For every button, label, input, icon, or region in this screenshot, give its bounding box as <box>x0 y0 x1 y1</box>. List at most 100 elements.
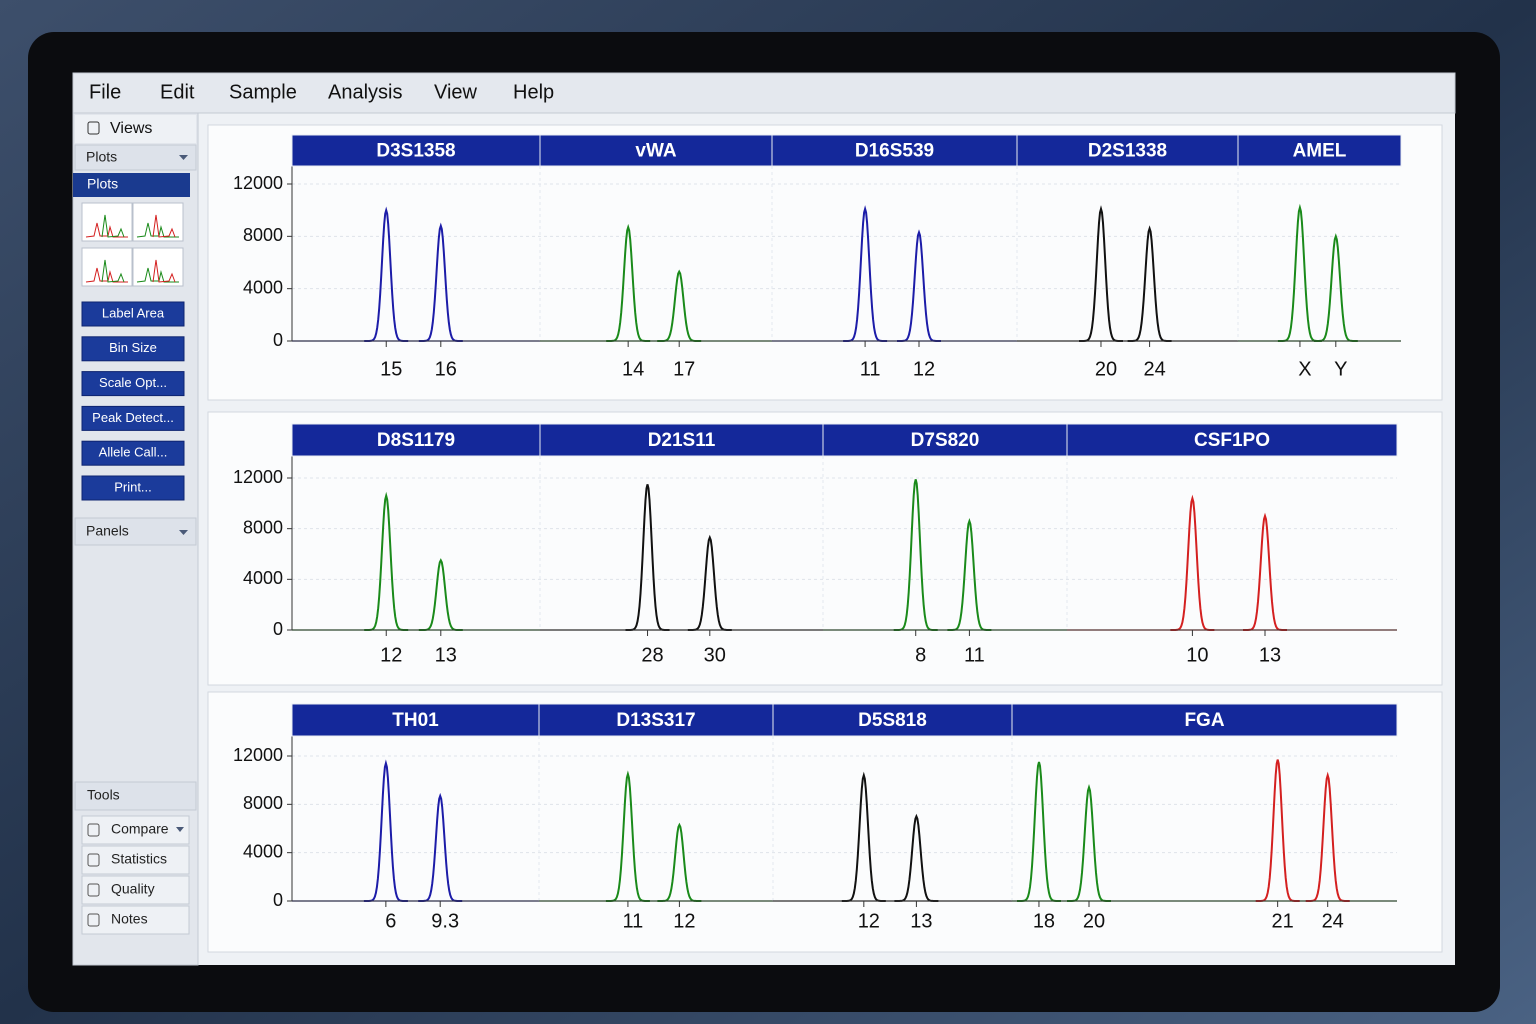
sidebar-button[interactable] <box>81 301 185 327</box>
thumbnail-trace <box>85 222 128 238</box>
y-tick-label: 12000 <box>233 173 283 193</box>
y-tick-label: 0 <box>273 619 283 639</box>
allele-label: 15 <box>380 358 402 380</box>
tool-icon <box>87 823 100 837</box>
locus-name: D7S820 <box>911 430 980 451</box>
allele-label: 16 <box>435 358 457 380</box>
locus-header <box>1066 423 1398 457</box>
panels-label[interactable]: Panels <box>86 523 129 539</box>
tool-item[interactable] <box>81 845 190 875</box>
tool-icon <box>87 853 100 867</box>
tool-label[interactable]: Compare <box>111 821 169 837</box>
sidebar-button[interactable] <box>81 336 185 362</box>
views-icon <box>87 121 100 135</box>
allele-label: 21 <box>1272 910 1294 932</box>
menu-item[interactable]: Edit <box>160 81 195 103</box>
allele-label: 12 <box>380 644 402 666</box>
views-label[interactable]: Views <box>110 120 152 137</box>
y-tick-label: 0 <box>273 890 283 910</box>
allele-label: 24 <box>1322 910 1344 932</box>
sidebar-button[interactable] <box>81 371 185 397</box>
allele-label: 10 <box>1186 644 1208 666</box>
sidebar-button[interactable] <box>81 440 185 466</box>
views-row <box>75 115 196 143</box>
tool-item[interactable] <box>81 905 190 935</box>
sidebar-button-label[interactable]: Peak Detect... <box>92 410 174 425</box>
menu-item[interactable]: Help <box>513 81 554 103</box>
allele-label: 14 <box>622 358 644 380</box>
tool-item[interactable] <box>81 815 190 845</box>
thumbnail-trace <box>101 259 125 283</box>
plot-thumbnail[interactable] <box>132 202 184 242</box>
tools-header <box>74 781 197 811</box>
plot-thumbnail[interactable] <box>81 202 133 242</box>
tool-icon <box>87 913 100 927</box>
thumbnail-trace <box>136 222 179 238</box>
sidebar-button-label[interactable]: Print... <box>114 479 152 494</box>
plots-selected[interactable] <box>73 173 190 197</box>
allele-label: 11 <box>964 644 985 666</box>
y-tick-label: 8000 <box>243 793 283 813</box>
locus-name: CSF1PO <box>1194 430 1270 451</box>
sidebar-button[interactable] <box>81 475 185 501</box>
locus-header <box>538 703 774 737</box>
y-tick-label: 4000 <box>243 277 283 297</box>
allele-label: 6 <box>385 910 396 932</box>
menu-item[interactable]: Analysis <box>328 81 402 103</box>
y-tick-label: 8000 <box>243 225 283 245</box>
sidebar-button-label[interactable]: Label Area <box>102 305 165 320</box>
tools-title: Tools <box>87 787 120 803</box>
thumbnail-trace <box>101 214 125 238</box>
allele-label: 11 <box>860 358 881 380</box>
allele-label: 11 <box>623 910 644 932</box>
locus-header <box>291 423 541 457</box>
locus-header <box>291 703 540 737</box>
allele-label: 24 <box>1143 358 1165 380</box>
plots-selected-label[interactable]: Plots <box>87 176 118 192</box>
tool-label[interactable]: Notes <box>111 911 148 927</box>
menu-item[interactable]: Sample <box>229 81 297 103</box>
menu-bar <box>72 72 1456 114</box>
tool-item[interactable] <box>81 875 190 905</box>
y-tick-label: 8000 <box>243 517 283 537</box>
locus-name: AMEL <box>1293 141 1347 162</box>
locus-name: FGA <box>1184 710 1224 731</box>
dropdown-arrow <box>179 155 188 160</box>
thumbnail-trace <box>136 267 179 283</box>
sidebar-button-label[interactable]: Scale Opt... <box>99 375 167 390</box>
locus-name: D2S1338 <box>1088 141 1167 162</box>
locus-name: D16S539 <box>855 141 934 162</box>
thumbnail-trace <box>152 214 176 238</box>
locus-header <box>772 703 1013 737</box>
sidebar-button-label[interactable]: Allele Call... <box>99 445 168 460</box>
panels-dropdown[interactable] <box>74 517 197 546</box>
y-tick-label: 12000 <box>233 467 283 487</box>
menu-item[interactable]: View <box>434 81 478 103</box>
plots-dropdown[interactable] <box>74 144 197 171</box>
locus-name: D5S818 <box>858 710 927 731</box>
locus-name: D21S11 <box>648 430 716 451</box>
menu-item[interactable]: File <box>89 81 121 103</box>
locus-header <box>822 423 1068 457</box>
allele-label: 12 <box>858 910 880 932</box>
allele-label: 20 <box>1095 358 1117 380</box>
locus-name: D3S1358 <box>376 141 455 162</box>
sidebar-button-label[interactable]: Bin Size <box>109 340 157 355</box>
tool-label[interactable]: Quality <box>111 881 155 897</box>
tool-label[interactable]: Statistics <box>111 851 167 867</box>
allele-label: Y <box>1334 358 1347 380</box>
locus-name: TH01 <box>392 710 439 731</box>
plot-thumbnail[interactable] <box>132 247 184 287</box>
allele-label: 12 <box>913 358 935 380</box>
tool-icon <box>87 883 100 897</box>
locus-name: D13S317 <box>616 710 695 731</box>
allele-label: 30 <box>704 644 726 666</box>
plot-thumbnail[interactable] <box>81 247 133 287</box>
plots-dropdown-label[interactable]: Plots <box>86 149 117 165</box>
locus-header <box>1011 703 1398 737</box>
thumbnail-trace <box>85 267 128 283</box>
sidebar-button[interactable] <box>81 405 185 431</box>
allele-label: 8 <box>915 644 926 666</box>
